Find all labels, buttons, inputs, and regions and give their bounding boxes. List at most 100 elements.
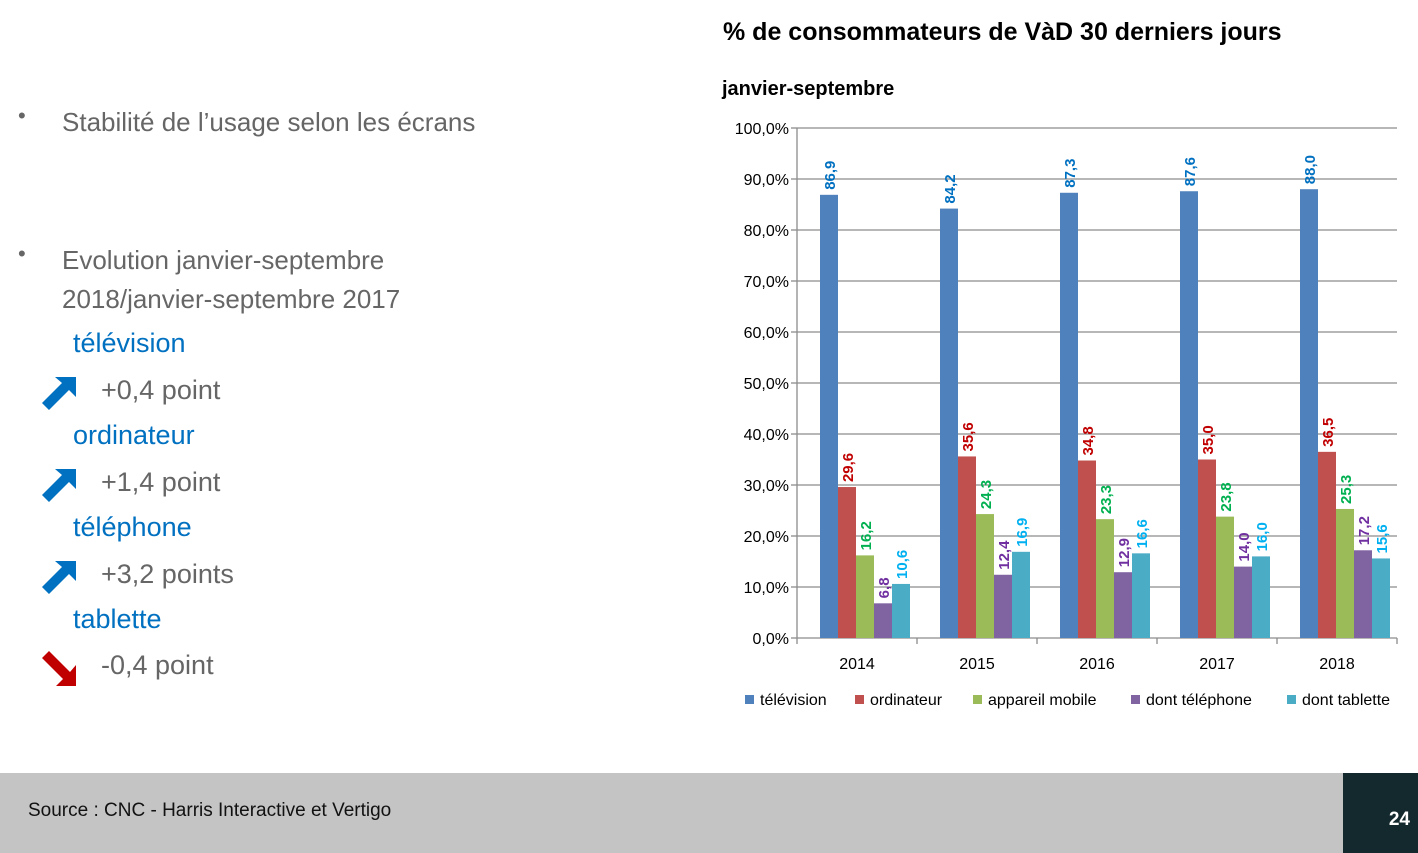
- data-label: 87,3: [1062, 159, 1079, 188]
- y-tick-label: 30,0%: [744, 478, 789, 495]
- bar: [1300, 189, 1318, 638]
- data-label: 23,8: [1218, 482, 1235, 511]
- x-tick-label: 2014: [839, 656, 875, 673]
- data-label: 35,6: [960, 422, 977, 451]
- bullet-text: Stabilité de l’usage selon les écrans: [62, 107, 476, 137]
- bar: [1114, 572, 1132, 638]
- data-label: 12,4: [996, 540, 1013, 570]
- data-label: 17,2: [1356, 516, 1373, 545]
- screen-label-television: télévision: [73, 328, 186, 358]
- bar: [1336, 508, 1354, 638]
- arrow-up-right-icon: [42, 469, 76, 502]
- screen-label-telephone: téléphone: [73, 512, 192, 542]
- bar: [892, 583, 910, 638]
- arrow-up-right-icon: [42, 561, 76, 594]
- legend-label: appareil mobile: [988, 692, 1097, 709]
- bar: [1198, 459, 1216, 638]
- bar: [994, 574, 1012, 638]
- change-value: -0,4 point: [101, 650, 214, 680]
- data-label: 10,6: [894, 550, 911, 579]
- source-text: Source : CNC - Harris Interactive et Ver…: [28, 800, 392, 821]
- change-value: +3,2 points: [101, 559, 234, 589]
- arrow-shape: [42, 561, 76, 594]
- data-label: 84,2: [942, 174, 959, 203]
- bar: [856, 555, 874, 638]
- data-label: 16,2: [858, 521, 875, 550]
- bullet-dot: •: [18, 103, 26, 128]
- legend-swatch: [1131, 695, 1140, 704]
- change-value: +1,4 point: [101, 467, 221, 497]
- legend-swatch: [1287, 695, 1296, 704]
- data-label: 6,8: [876, 577, 893, 598]
- y-tick-label: 50,0%: [744, 376, 789, 393]
- bullet-text-line1: Evolution janvier-septembre: [62, 245, 385, 275]
- legend-label: dont tablette: [1302, 692, 1390, 709]
- data-label: 25,3: [1338, 475, 1355, 504]
- bar: [976, 514, 994, 638]
- x-tick-label: 2017: [1199, 656, 1235, 673]
- arrow-up-right-icon: [42, 377, 76, 410]
- y-tick-label: 100,0%: [735, 121, 789, 138]
- bar: [1252, 556, 1270, 638]
- data-label: 15,6: [1374, 524, 1391, 553]
- legend-swatch: [855, 695, 864, 704]
- arrow-down-right-icon: [42, 651, 76, 686]
- legend-swatch: [745, 695, 754, 704]
- page-number: 24: [1388, 809, 1410, 830]
- data-label: 88,0: [1302, 155, 1319, 184]
- bar: [1372, 558, 1390, 638]
- data-label: 16,0: [1254, 522, 1271, 551]
- data-label: 86,9: [822, 161, 839, 190]
- y-tick-label: 60,0%: [744, 325, 789, 342]
- bar: [1318, 451, 1336, 638]
- footer-bar: Source : CNC - Harris Interactive et Ver…: [0, 773, 1343, 853]
- bar: [1180, 191, 1198, 638]
- y-tick-label: 10,0%: [744, 580, 789, 597]
- data-label: 24,3: [978, 480, 995, 509]
- chart-subtitle: janvier-septembre: [722, 78, 895, 100]
- bar: [1132, 553, 1150, 638]
- x-tick-label: 2015: [959, 656, 995, 673]
- bullet-text-line2: 2018/janvier-septembre 2017: [62, 284, 401, 314]
- data-label: 14,0: [1236, 532, 1253, 561]
- bar: [1354, 550, 1372, 638]
- arrow-shape: [42, 377, 76, 410]
- bullet-dot: •: [18, 241, 26, 266]
- x-tick-label: 2018: [1319, 656, 1355, 673]
- bar: [820, 194, 838, 638]
- legend-label: ordinateur: [870, 692, 943, 709]
- bar: [838, 487, 856, 638]
- y-tick-label: 20,0%: [744, 529, 789, 546]
- bar: [958, 456, 976, 638]
- screen-label-tablette: tablette: [73, 604, 162, 634]
- data-label: 23,3: [1098, 485, 1115, 514]
- legend-swatch: [973, 695, 982, 704]
- bar: [874, 603, 892, 638]
- x-tick-label: 2016: [1079, 656, 1115, 673]
- data-label: 34,8: [1080, 426, 1097, 455]
- bar: [1012, 551, 1030, 638]
- page-number-box: 24: [1343, 773, 1418, 853]
- y-tick-label: 40,0%: [744, 427, 789, 444]
- bar: [1096, 519, 1114, 638]
- arrow-shape: [42, 469, 76, 502]
- bar-chart: 0,0% 10,0% 20,0% 30,0% 40,0% 50,0% 60,0% 70,0% 8…: [735, 121, 1398, 709]
- arrow-shape: [42, 651, 76, 686]
- legend-label: télévision: [760, 692, 827, 709]
- bar: [1078, 460, 1096, 638]
- bar: [1060, 192, 1078, 638]
- data-label: 12,9: [1116, 538, 1133, 567]
- data-label: 16,6: [1134, 519, 1151, 548]
- bar: [940, 208, 958, 638]
- bar: [1216, 516, 1234, 638]
- bar: [1234, 566, 1252, 638]
- change-value: +0,4 point: [101, 375, 221, 405]
- y-tick-label: 0,0%: [753, 631, 789, 648]
- data-label: 35,0: [1200, 425, 1217, 454]
- data-label: 36,5: [1320, 418, 1337, 447]
- chart-title: % de consommateurs de VàD 30 derniers jo…: [723, 18, 1282, 46]
- y-tick-label: 90,0%: [744, 172, 789, 189]
- data-label: 87,6: [1182, 157, 1199, 186]
- data-label: 16,9: [1014, 518, 1031, 547]
- y-tick-label: 70,0%: [744, 274, 789, 291]
